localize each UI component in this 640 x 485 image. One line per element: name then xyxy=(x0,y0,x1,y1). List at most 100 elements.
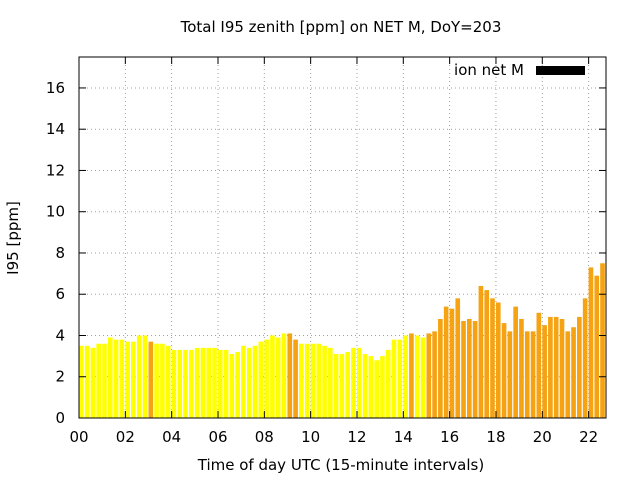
bar xyxy=(206,347,212,418)
bar xyxy=(339,354,345,418)
bar xyxy=(553,316,559,418)
legend-label: ion net M xyxy=(454,61,524,79)
bar xyxy=(397,339,403,418)
bar xyxy=(548,316,553,418)
legend-swatch xyxy=(536,66,585,75)
bar xyxy=(519,318,524,418)
bar xyxy=(594,275,600,418)
bar xyxy=(200,347,206,418)
bar xyxy=(79,345,84,418)
bar xyxy=(96,343,102,418)
y-tick-label: 12 xyxy=(46,161,65,179)
bar xyxy=(299,343,304,418)
bar xyxy=(484,290,490,418)
bar xyxy=(102,343,107,418)
bar xyxy=(380,356,385,418)
bar xyxy=(374,360,379,418)
bar xyxy=(270,335,275,418)
bar xyxy=(113,339,119,418)
bar xyxy=(241,345,246,418)
bar xyxy=(409,333,414,418)
bar xyxy=(345,351,351,418)
bar xyxy=(194,347,200,418)
bar xyxy=(461,321,466,418)
bar xyxy=(577,316,582,418)
bar xyxy=(449,308,455,418)
bar xyxy=(258,341,264,418)
bar xyxy=(420,337,426,418)
bar xyxy=(455,298,461,418)
bar xyxy=(223,349,229,418)
bar xyxy=(212,347,217,418)
bar xyxy=(246,347,252,418)
x-tick-label: 22 xyxy=(579,428,598,446)
bar xyxy=(252,345,258,418)
x-tick-label: 12 xyxy=(347,428,366,446)
y-tick-label: 10 xyxy=(46,203,65,221)
x-tick-label: 20 xyxy=(533,428,552,446)
bar xyxy=(600,263,605,418)
bar xyxy=(530,331,536,418)
bar xyxy=(310,343,316,418)
bar xyxy=(513,306,518,418)
bar xyxy=(293,339,298,418)
bar xyxy=(217,349,223,418)
bar xyxy=(582,298,588,418)
bar xyxy=(333,354,339,418)
bar xyxy=(177,349,183,418)
bar xyxy=(84,345,90,418)
bar xyxy=(142,335,148,418)
bar xyxy=(571,327,576,418)
bar xyxy=(536,312,542,418)
bar xyxy=(229,354,235,418)
bar xyxy=(322,345,327,418)
bar xyxy=(478,285,484,418)
x-tick-label: 00 xyxy=(69,428,88,446)
bar xyxy=(467,318,472,418)
bar xyxy=(507,331,513,418)
bar xyxy=(391,339,397,418)
bar xyxy=(165,345,171,418)
bar xyxy=(403,335,408,418)
y-tick-label: 0 xyxy=(55,409,65,427)
bar xyxy=(235,351,240,418)
bar xyxy=(316,343,322,418)
x-tick-label: 06 xyxy=(208,428,227,446)
bar xyxy=(264,339,269,418)
bar xyxy=(107,337,113,418)
bar xyxy=(495,302,501,418)
bar xyxy=(281,333,287,418)
bar xyxy=(356,347,362,418)
y-tick-label: 4 xyxy=(55,326,65,344)
y-tick-label: 2 xyxy=(55,368,65,386)
x-axis-label: Time of day UTC (15-minute intervals) xyxy=(197,456,484,474)
bar xyxy=(90,347,96,418)
bar xyxy=(414,335,420,418)
y-tick-label: 8 xyxy=(55,244,65,262)
bar xyxy=(472,321,478,418)
bar xyxy=(148,341,154,418)
bar xyxy=(287,333,293,418)
bar xyxy=(171,349,177,418)
bar xyxy=(385,349,391,418)
bar xyxy=(438,318,443,418)
bar xyxy=(328,347,333,418)
bar xyxy=(125,341,130,418)
bar xyxy=(189,349,194,418)
bar xyxy=(524,331,530,418)
y-tick-label: 14 xyxy=(46,120,65,138)
bar xyxy=(426,333,432,418)
bar xyxy=(160,343,165,418)
chart-title: Total I95 zenith [ppm] on NET M, DoY=203 xyxy=(180,18,502,36)
bar xyxy=(490,298,495,418)
bars xyxy=(79,263,605,418)
bar xyxy=(501,323,507,418)
x-tick-label: 16 xyxy=(440,428,459,446)
x-tick-label: 14 xyxy=(394,428,413,446)
bar xyxy=(131,341,136,418)
bar xyxy=(443,306,449,418)
legend: ion net M xyxy=(454,61,585,79)
